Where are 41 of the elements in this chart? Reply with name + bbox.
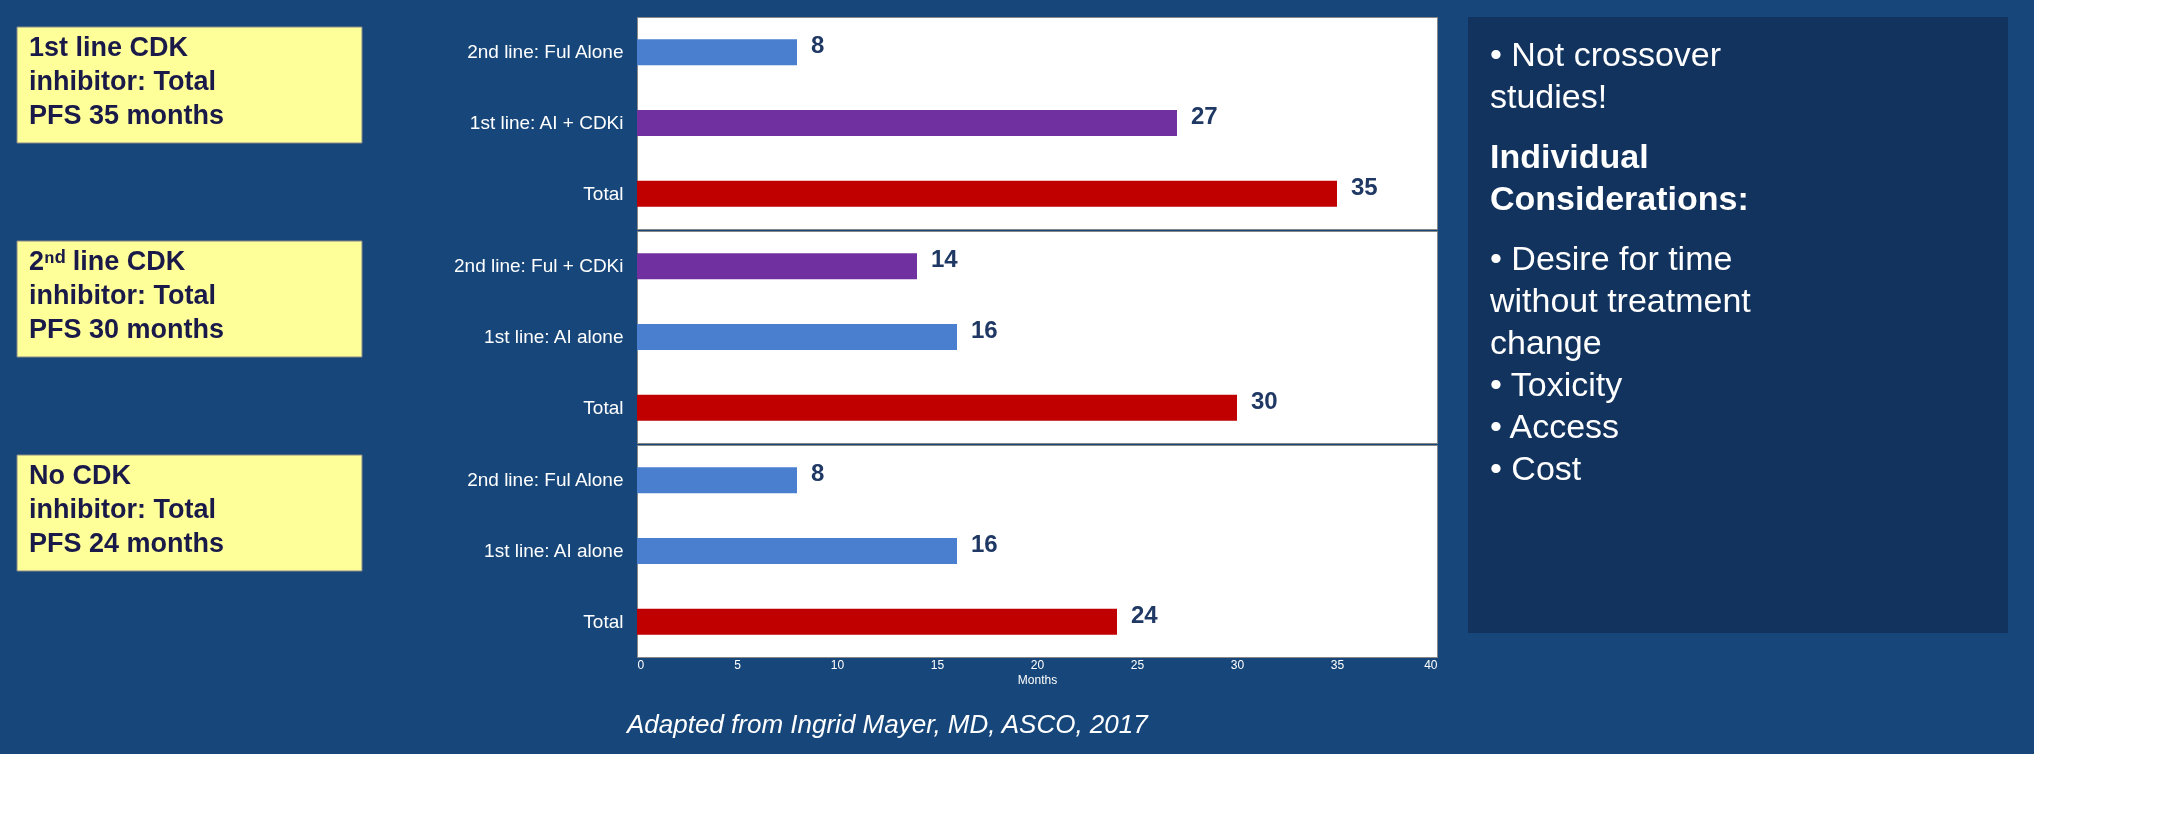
text: Adapted from Ingrid Mayer, MD, ASCO, 2017 (625, 709, 1150, 739)
x-tick-label: 40 (1424, 657, 1438, 672)
data-label: 24 (1131, 600, 1159, 628)
y-tick-label: 2nd line: Ful + CDKi (454, 255, 624, 277)
data-label: 8 (811, 459, 825, 487)
bar (637, 538, 957, 564)
text: 1st line CDK inhibitor: Total PFS 35 months (29, 32, 225, 130)
data-label: 30 (1251, 386, 1278, 414)
text: 2ⁿᵈ line CDK inhibitor: Total PFS 30 months (29, 246, 225, 344)
text: • Access (1490, 407, 1620, 445)
text: Individual Considerations: (1490, 137, 1749, 217)
y-tick-label: 1st line: AI alone (484, 540, 624, 561)
y-tick-label: 1st line: AI + CDKi (469, 112, 624, 133)
x-tick-label: 5 (734, 657, 742, 672)
x-tick-label: 20 (1030, 657, 1045, 672)
x-axis-title: Months (1017, 672, 1058, 687)
data-label: 16 (971, 316, 998, 343)
y-tick-label: 1st line: AI alone (484, 326, 624, 347)
y-tick-label: 2nd line: Ful Alone (467, 41, 624, 63)
x-tick-label: 30 (1230, 657, 1245, 672)
text: • Toxicity (1490, 365, 1623, 403)
x-tick-label: 10 (830, 657, 845, 672)
data-label: 27 (1191, 102, 1218, 129)
data-label: 14 (931, 245, 959, 273)
data-label: 8 (811, 31, 825, 59)
x-tick-label: 25 (1130, 657, 1145, 672)
data-label: 16 (971, 530, 998, 557)
text: • Not crossover studies! (1490, 35, 1722, 115)
y-tick-label: 2nd line: Ful Alone (467, 469, 624, 491)
bar (637, 467, 797, 494)
text: • Desire for time without treatment change (1489, 239, 1752, 361)
text: No CDK inhibitor: Total PFS 24 months (29, 460, 225, 558)
y-tick-label: Total (583, 610, 624, 632)
x-tick-label: 15 (930, 657, 945, 672)
x-tick-label: 35 (1330, 657, 1345, 672)
data-label: 35 (1351, 172, 1378, 200)
text: • Cost (1490, 449, 1582, 487)
bar (637, 608, 1117, 635)
y-tick-label: Total (583, 396, 624, 418)
y-tick-label: Total (583, 182, 624, 204)
x-tick-label: 0 (637, 657, 645, 672)
